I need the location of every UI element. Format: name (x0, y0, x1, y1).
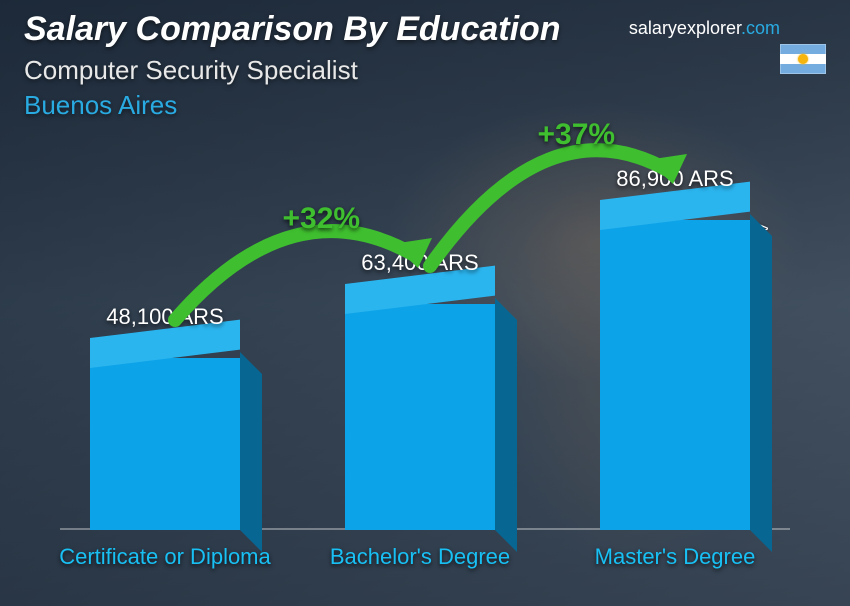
location-label: Buenos Aires (24, 90, 826, 121)
flag-icon (780, 44, 826, 74)
page-subtitle: Computer Security Specialist (24, 55, 826, 86)
brand-name: salaryexplorer (629, 18, 741, 38)
bar-chart: 48,100 ARSCertificate or Diploma63,400 A… (60, 150, 790, 588)
brand-domain: .com (741, 18, 780, 38)
increase-pct-label: +37% (538, 118, 616, 152)
brand-label: salaryexplorer.com (629, 18, 780, 39)
flag-sun-icon (798, 54, 808, 64)
increase-arrow-icon (60, 150, 790, 588)
